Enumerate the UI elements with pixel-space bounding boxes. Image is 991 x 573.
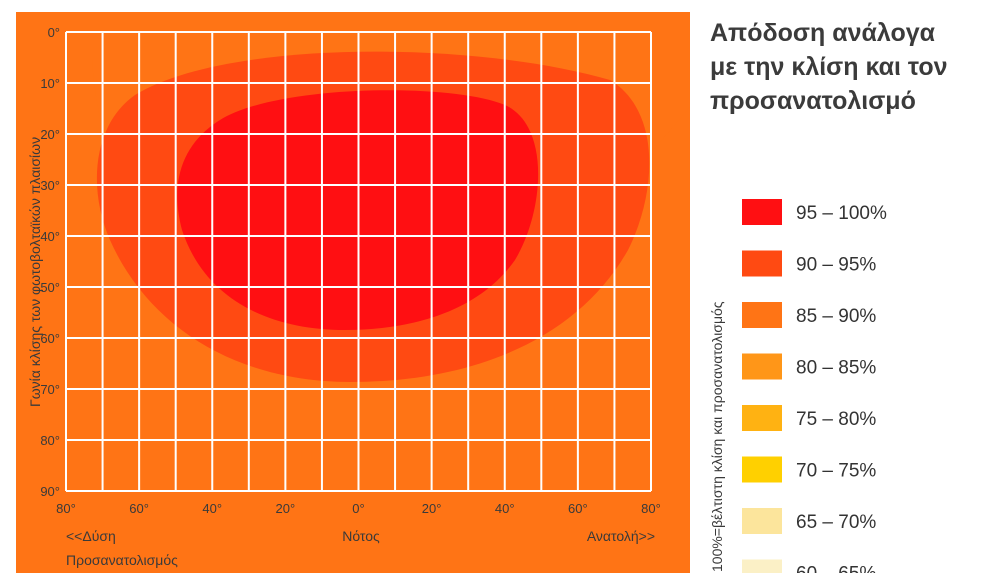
- x-tick-label: 80°: [56, 501, 76, 516]
- y-tick-label: 70°: [40, 382, 60, 397]
- x-tick-label: 60°: [129, 501, 149, 516]
- y-tick-label: 50°: [40, 280, 60, 295]
- x-tick-labels: 80° 60° 40° 20° 0° 20° 40° 60° 80°: [56, 501, 661, 516]
- y-tick-label: 20°: [40, 127, 60, 142]
- x-tick-label: 20°: [276, 501, 296, 516]
- zone-85-90: [16, 60, 690, 573]
- legend-title: 100%=βέλτιστη κλίση και προσανατολισμός: [709, 301, 725, 572]
- y-tick-label: 0°: [48, 25, 60, 40]
- legend-label: 90 – 95%: [796, 255, 876, 276]
- legend-label: 70 – 75%: [796, 461, 876, 482]
- chart-title-line-1: Απόδοση ανάλογα: [710, 19, 936, 47]
- x-axis-label: Προσανατολισμός: [66, 552, 178, 568]
- y-tick-label: 40°: [40, 229, 60, 244]
- legend-label: 65 – 70%: [796, 512, 876, 533]
- y-tick-label: 30°: [40, 178, 60, 193]
- x-direction-center: Νότος: [342, 528, 380, 544]
- x-tick-label: 20°: [422, 501, 442, 516]
- y-tick-label: 60°: [40, 331, 60, 346]
- y-tick-label: 80°: [40, 433, 60, 448]
- x-tick-label: 0°: [352, 501, 364, 516]
- legend-swatch: [742, 199, 782, 225]
- legend-item: 95 – 100%: [742, 199, 887, 225]
- legend-item: 90 – 95%: [742, 250, 876, 277]
- legend-item: 80 – 85%: [742, 353, 876, 380]
- y-axis-label: Γωνία κλίσης των φωτοβολταϊκών πλαισίων: [27, 137, 43, 407]
- legend-swatch: [742, 456, 782, 483]
- x-tick-label: 40°: [495, 501, 515, 516]
- x-tick-label: 60°: [568, 501, 588, 516]
- legend-label: 75 – 80%: [796, 409, 876, 430]
- legend-swatch: [742, 405, 782, 431]
- legend-swatch: [742, 302, 782, 328]
- legend: 95 – 100% 90 – 95% 85 – 90% 80 – 85% 75 – 80…: [742, 199, 887, 573]
- x-tick-label: 80°: [641, 501, 661, 516]
- legend-swatch: [742, 559, 782, 573]
- legend-swatch: [742, 250, 782, 277]
- legend-item: 75 – 80%: [742, 405, 876, 431]
- legend-item: 70 – 75%: [742, 456, 876, 483]
- y-tick-label: 10°: [40, 76, 60, 91]
- x-tick-label: 40°: [202, 501, 222, 516]
- legend-label: 85 – 90%: [796, 306, 876, 327]
- grid-lines: [65, 31, 652, 492]
- legend-label: 95 – 100%: [796, 203, 887, 224]
- chart-title-line-3: προσανατολισμό: [710, 87, 916, 115]
- plot-area: [16, 12, 690, 573]
- x-direction-right: Ανατολή>>: [587, 528, 655, 544]
- x-direction-left: <<Δύση: [66, 528, 116, 544]
- legend-item: 60 – 65%: [742, 559, 876, 573]
- legend-swatch: [742, 353, 782, 380]
- y-tick-labels: 0° 10° 20° 30° 40° 50° 60° 70° 80° 90°: [40, 25, 60, 499]
- legend-label: 60 – 65%: [796, 564, 876, 573]
- y-tick-label: 90°: [40, 484, 60, 499]
- legend-item: 85 – 90%: [742, 302, 876, 328]
- legend-swatch: [742, 508, 782, 534]
- chart-title-line-2: με την κλίση και τον: [710, 53, 948, 81]
- legend-item: 65 – 70%: [742, 508, 876, 534]
- legend-label: 80 – 85%: [796, 358, 876, 379]
